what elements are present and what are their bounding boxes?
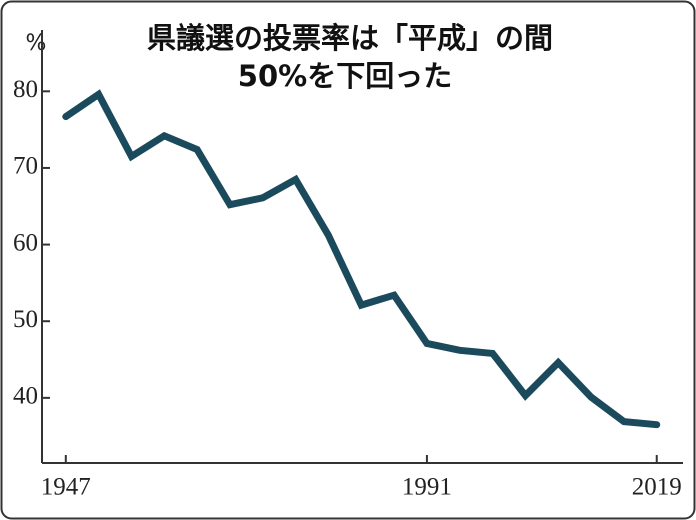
y-tick-label: 80: [13, 76, 38, 103]
y-tick-label: 70: [13, 153, 38, 180]
x-tick-label: 1947: [41, 474, 91, 501]
data-line: [62, 89, 661, 429]
chart-subtitle: 50%を下回った: [238, 59, 452, 93]
x-tick-label: 1991: [402, 474, 452, 501]
y-tick-label: 40: [13, 383, 38, 410]
chart-title: 県議選の投票率は「平成」の間: [147, 21, 553, 55]
y-tick-label: 50: [13, 306, 38, 333]
y-tick-label: 60: [13, 229, 38, 256]
x-tick-label: 2019: [632, 474, 682, 501]
y-unit: %: [26, 31, 47, 56]
